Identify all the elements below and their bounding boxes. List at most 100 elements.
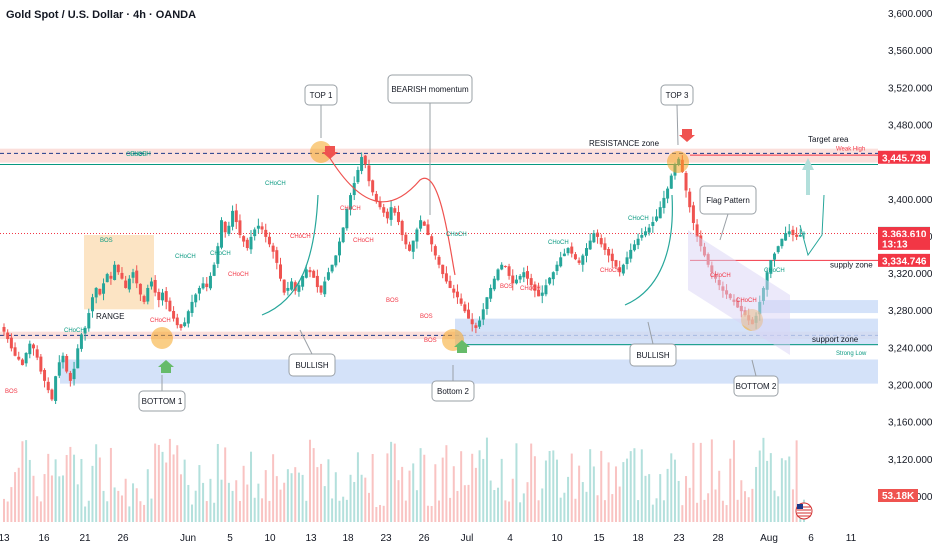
candle-body (559, 257, 563, 267)
structure-label: BOS (500, 284, 513, 290)
volume-bar (574, 498, 577, 522)
volume-bar (614, 466, 617, 522)
candle-body (13, 347, 17, 356)
resistance-zone (0, 148, 878, 163)
volume-bar (69, 446, 72, 522)
candle-body (382, 207, 386, 213)
structure-label: CHoCH (353, 238, 374, 244)
volume-bar (179, 474, 182, 522)
price-tag-bg (878, 150, 930, 164)
volume-bar (253, 497, 256, 522)
structure-label: CHoCH (710, 273, 731, 279)
candle-body (319, 285, 323, 293)
choch-label: CHoCH (446, 232, 467, 238)
volume-bar (109, 447, 112, 522)
candle-body (2, 326, 6, 332)
volume-bar (740, 480, 743, 522)
volume-bar (161, 451, 164, 522)
volume-bar (157, 444, 160, 522)
candle-body (629, 249, 633, 259)
candle-body (555, 264, 559, 272)
choch-label: CHoCH (126, 152, 147, 158)
candle-body (511, 275, 515, 284)
time-tick-label: 13 (0, 533, 10, 544)
volume-bar (445, 445, 448, 522)
candle-body (271, 245, 275, 252)
candle-body (234, 210, 238, 223)
structure-label: BOS (5, 389, 18, 395)
volume-bar (327, 459, 330, 522)
volume-bar (353, 481, 356, 522)
pivot-marker (667, 151, 689, 173)
volume-bar (6, 501, 9, 522)
candle-body (349, 195, 353, 210)
volume-bar (408, 470, 411, 522)
volume-bar (497, 487, 500, 522)
volume-bar (578, 465, 581, 522)
candle-body (186, 311, 190, 324)
volume-bar (600, 450, 603, 522)
choch-label: CHoCH (64, 328, 85, 334)
structure-label: BOS (424, 338, 437, 344)
candle-body (20, 359, 24, 366)
candle-body (83, 327, 87, 334)
volume-bar (685, 476, 688, 522)
structure-label: CHoCH (520, 286, 541, 292)
volume-bar (430, 506, 433, 522)
bearish-callout-label: BEARISH momentum (391, 85, 469, 94)
candle-body (636, 238, 640, 246)
price-axis[interactable]: 3,600.000 3,560.000 3,520.000 3,480.000 3,40… (878, 0, 932, 550)
volume-bar (386, 453, 389, 522)
volume-bar (349, 474, 352, 522)
candle-body (238, 220, 242, 236)
time-tick-label: 16 (38, 533, 50, 544)
volume-bar (648, 474, 651, 522)
candle-body (113, 264, 117, 281)
candle-body (655, 216, 659, 221)
volume-bar (338, 500, 341, 522)
volume-bar (238, 500, 241, 522)
choch-label: CHoCH (764, 268, 785, 274)
structure-label: BOS (420, 314, 433, 320)
volume-bar (471, 453, 474, 522)
choch-label: CHoCH (210, 251, 231, 257)
volume-bar (773, 490, 776, 522)
volume-bar (412, 463, 415, 522)
candle-body (459, 298, 463, 304)
candle-body (780, 238, 784, 247)
volume-bar (14, 472, 17, 522)
candle-body (430, 236, 434, 245)
candle-body (769, 260, 773, 274)
volume-bar (132, 483, 135, 522)
candle-body (669, 175, 673, 189)
candle-body (65, 356, 69, 372)
volume-bar (176, 445, 179, 522)
volume-bar (456, 490, 459, 522)
candle-body (157, 291, 161, 301)
volume-bar (187, 484, 190, 522)
time-tick-label: Jul (461, 533, 474, 544)
volume-tag-label: 53.18K (882, 491, 915, 502)
candle-body (662, 197, 666, 208)
volume-bar (666, 468, 669, 522)
volume-bar (194, 490, 197, 522)
candle-body (334, 255, 338, 266)
volume-bar (198, 465, 201, 522)
candle-body (695, 224, 699, 237)
choch-top-label: CHoCH (130, 151, 151, 157)
candle-body (290, 281, 294, 290)
volume-bar (202, 482, 205, 522)
candle-body (614, 260, 618, 267)
candle-body (102, 283, 106, 294)
time-axis[interactable]: 13 16 21 26 Jun 5 10 13 18 23 26 Jul 4 10 15 18 23 28 Aug 6… (0, 533, 857, 544)
time-tick-label: 23 (673, 533, 685, 544)
volume-bar (261, 498, 264, 522)
bullish-callout-2: BULLISH (629, 321, 677, 367)
candle-body (57, 362, 61, 376)
candle-body (341, 227, 345, 243)
volume-bar (780, 458, 783, 522)
candle-body (293, 282, 297, 291)
bearish-callout: BEARISH momentum (387, 74, 473, 215)
candle-body (507, 266, 511, 276)
